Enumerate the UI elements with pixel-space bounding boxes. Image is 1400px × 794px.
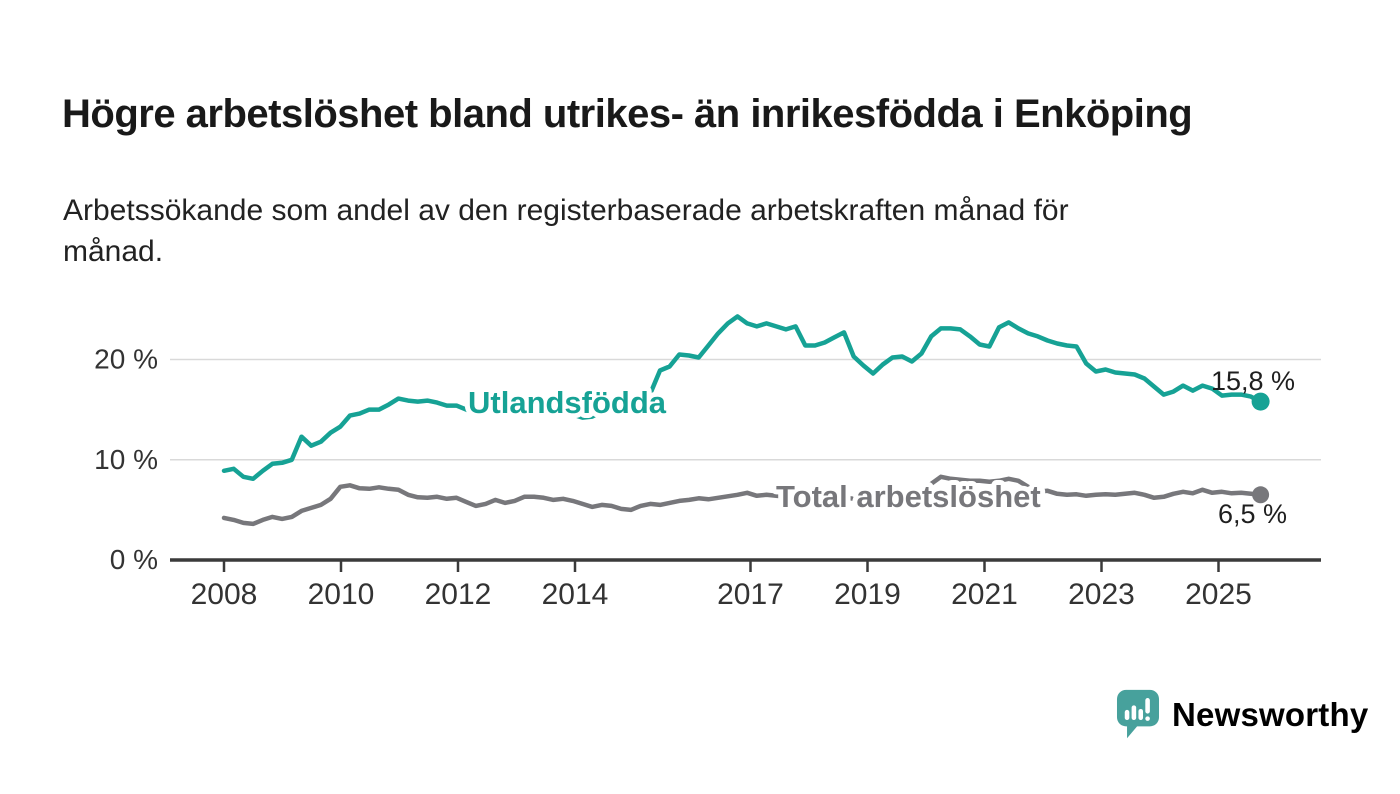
y-axis-tick-labels: 0 % 10 % 20 % <box>94 344 158 576</box>
svg-text:20 %: 20 % <box>94 344 158 375</box>
svg-text:10 %: 10 % <box>94 444 158 475</box>
utlandsfodda-label-halo: Utlandsfödda <box>468 385 667 420</box>
page-title: Högre arbetslöshet bland utrikes- än inr… <box>62 91 1193 136</box>
newsworthy-logo: Newsworthy <box>1115 688 1368 741</box>
svg-text:2023: 2023 <box>1068 578 1135 611</box>
utlandsfodda-end-dot <box>1251 392 1270 411</box>
newsworthy-speech-bubble-bar-chart-icon <box>1115 688 1161 741</box>
svg-text:2019: 2019 <box>834 578 901 611</box>
utlandsfodda-end-value-label: 15,8 % <box>1211 366 1295 396</box>
utlandsfodda-line <box>221 314 1263 482</box>
total-arbetsloshet-label-halo: Total arbetslöshet <box>776 479 1041 514</box>
total-arbetsloshet-line <box>221 474 1263 527</box>
total-end-dot <box>1252 486 1270 504</box>
total-arbetsloshet-label: Total arbetslöshet <box>776 479 1041 514</box>
svg-text:2010: 2010 <box>308 578 375 611</box>
svg-text:2021: 2021 <box>951 578 1018 611</box>
svg-text:2014: 2014 <box>542 578 609 611</box>
page-subtitle: Arbetssökande som andel av den registerb… <box>63 194 1069 268</box>
gridlines <box>170 358 1321 461</box>
svg-text:2008: 2008 <box>191 578 258 611</box>
newsworthy-brand-text: Newsworthy <box>1172 695 1369 733</box>
svg-text:2025: 2025 <box>1185 578 1252 611</box>
svg-text:0 %: 0 % <box>110 544 158 575</box>
utlandsfodda-label: Utlandsfödda <box>468 385 667 420</box>
svg-text:2017: 2017 <box>717 578 784 611</box>
total-end-value-label: 6,5 % <box>1218 499 1287 529</box>
x-axis-ticks: 2008 2010 2012 2014 2017 2019 2021 2023 2025 <box>191 560 1252 611</box>
svg-text:2012: 2012 <box>425 578 492 611</box>
